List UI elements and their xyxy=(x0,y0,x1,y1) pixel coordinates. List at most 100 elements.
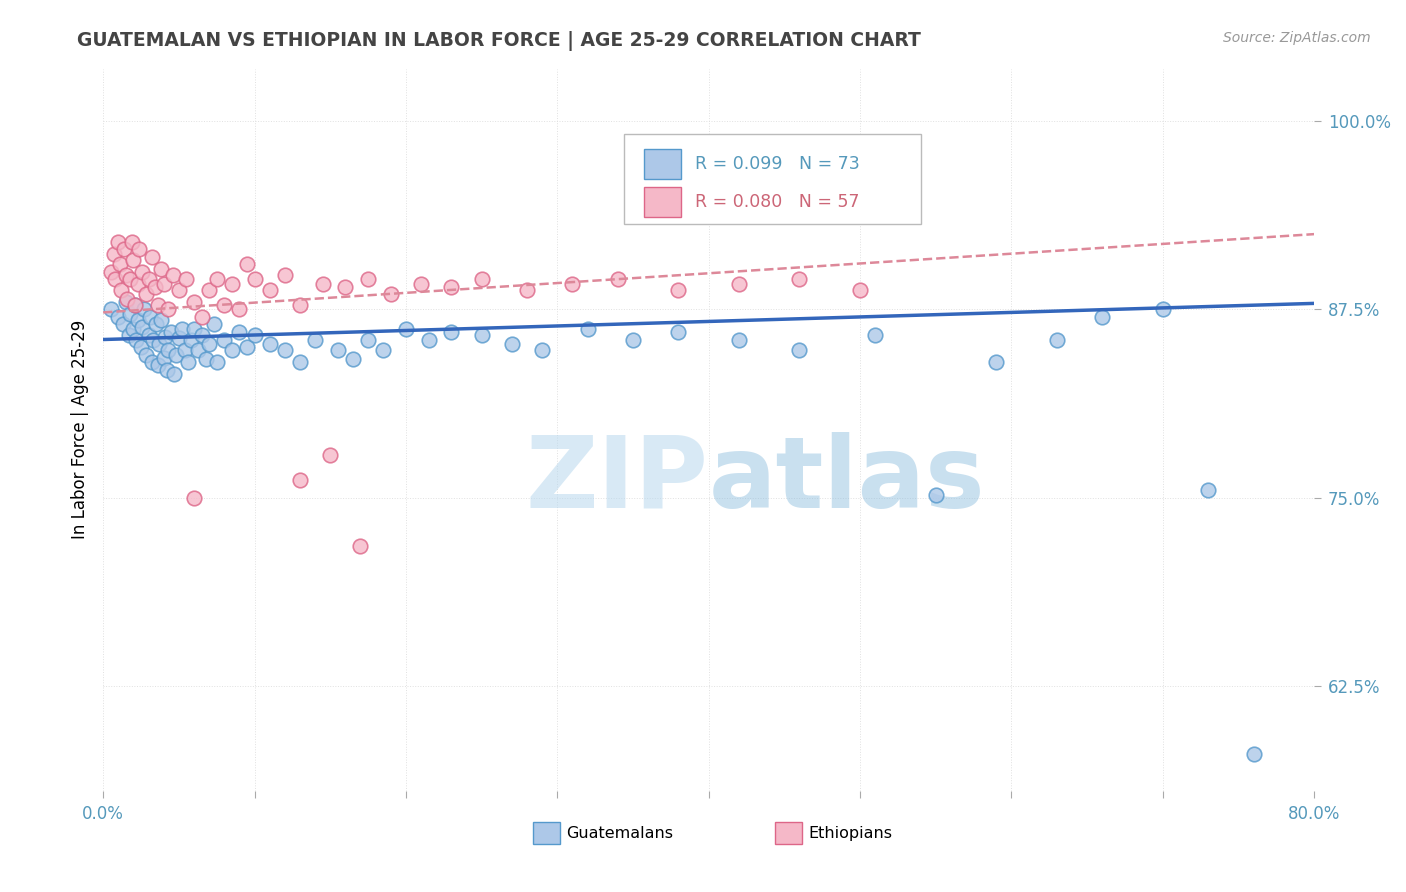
Point xyxy=(259,283,281,297)
Point xyxy=(143,280,166,294)
Point xyxy=(326,343,349,357)
Point xyxy=(128,242,150,256)
Point xyxy=(789,272,811,286)
Point xyxy=(373,343,395,357)
Point xyxy=(124,298,146,312)
Point xyxy=(576,322,599,336)
Point xyxy=(319,449,342,463)
Point xyxy=(342,352,364,367)
Point xyxy=(561,277,583,291)
Point xyxy=(190,310,212,324)
Point xyxy=(1046,333,1069,347)
Point xyxy=(471,272,494,286)
Point xyxy=(183,294,205,309)
Bar xyxy=(775,822,801,844)
Point xyxy=(195,352,218,367)
Point xyxy=(198,283,221,297)
Point xyxy=(190,328,212,343)
Bar xyxy=(644,186,681,217)
Point xyxy=(789,343,811,357)
Point xyxy=(198,337,221,351)
Point xyxy=(288,355,311,369)
Point xyxy=(228,325,250,339)
Point xyxy=(163,367,186,381)
Point xyxy=(103,246,125,260)
Point xyxy=(132,302,155,317)
Point xyxy=(202,318,225,332)
Point xyxy=(141,250,163,264)
Point xyxy=(180,333,202,347)
Point xyxy=(156,362,179,376)
Point xyxy=(1197,483,1219,497)
Point xyxy=(117,292,139,306)
Point xyxy=(1091,310,1114,324)
Point xyxy=(395,322,418,336)
Point xyxy=(107,235,129,249)
Point xyxy=(120,272,142,286)
Point xyxy=(471,328,494,343)
Point xyxy=(100,265,122,279)
Text: ZIP: ZIP xyxy=(526,432,709,529)
Point xyxy=(304,333,326,347)
Point xyxy=(122,322,145,336)
Point xyxy=(160,325,183,339)
Point xyxy=(131,320,153,334)
Text: GUATEMALAN VS ETHIOPIAN IN LABOR FORCE | AGE 25-29 CORRELATION CHART: GUATEMALAN VS ETHIOPIAN IN LABOR FORCE |… xyxy=(77,31,921,51)
Point xyxy=(1152,302,1174,317)
Point xyxy=(107,310,129,324)
Point xyxy=(236,340,259,354)
Point xyxy=(142,333,165,347)
Point xyxy=(1243,747,1265,761)
Point xyxy=(849,283,872,297)
Point xyxy=(167,283,190,297)
Point xyxy=(127,277,149,291)
Point xyxy=(176,272,198,286)
Point xyxy=(501,337,523,351)
Bar xyxy=(644,149,681,179)
Point xyxy=(170,322,193,336)
Bar xyxy=(533,822,560,844)
Point xyxy=(221,277,243,291)
Point xyxy=(129,340,152,354)
FancyBboxPatch shape xyxy=(624,134,921,224)
Point xyxy=(335,280,357,294)
Point xyxy=(986,355,1008,369)
Point xyxy=(228,302,250,317)
Text: Guatemalans: Guatemalans xyxy=(565,826,672,840)
Point xyxy=(183,322,205,336)
Point xyxy=(288,473,311,487)
Point xyxy=(111,318,134,332)
Point xyxy=(531,343,554,357)
Point xyxy=(114,294,136,309)
Point xyxy=(311,277,333,291)
Point xyxy=(440,325,463,339)
Point xyxy=(173,343,195,357)
Point xyxy=(380,287,402,301)
Point xyxy=(212,298,235,312)
Point xyxy=(349,539,371,553)
Point xyxy=(118,328,141,343)
Point xyxy=(167,331,190,345)
Point xyxy=(110,283,132,297)
Text: R = 0.099   N = 73: R = 0.099 N = 73 xyxy=(696,155,860,173)
Point xyxy=(124,298,146,312)
Point xyxy=(236,257,259,271)
Point xyxy=(606,272,628,286)
Point xyxy=(152,277,174,291)
Point xyxy=(153,329,176,343)
Point xyxy=(121,235,143,249)
Point xyxy=(205,355,228,369)
Text: Source: ZipAtlas.com: Source: ZipAtlas.com xyxy=(1223,31,1371,45)
Point xyxy=(165,348,187,362)
Point xyxy=(145,318,167,332)
Point xyxy=(728,333,751,347)
Point xyxy=(187,343,209,357)
Text: R = 0.080   N = 57: R = 0.080 N = 57 xyxy=(696,193,860,211)
Point xyxy=(418,333,440,347)
Point xyxy=(134,287,156,301)
Point xyxy=(138,272,160,286)
Y-axis label: In Labor Force | Age 25-29: In Labor Force | Age 25-29 xyxy=(72,320,89,540)
Point xyxy=(141,355,163,369)
Point xyxy=(666,283,689,297)
Point xyxy=(152,351,174,365)
